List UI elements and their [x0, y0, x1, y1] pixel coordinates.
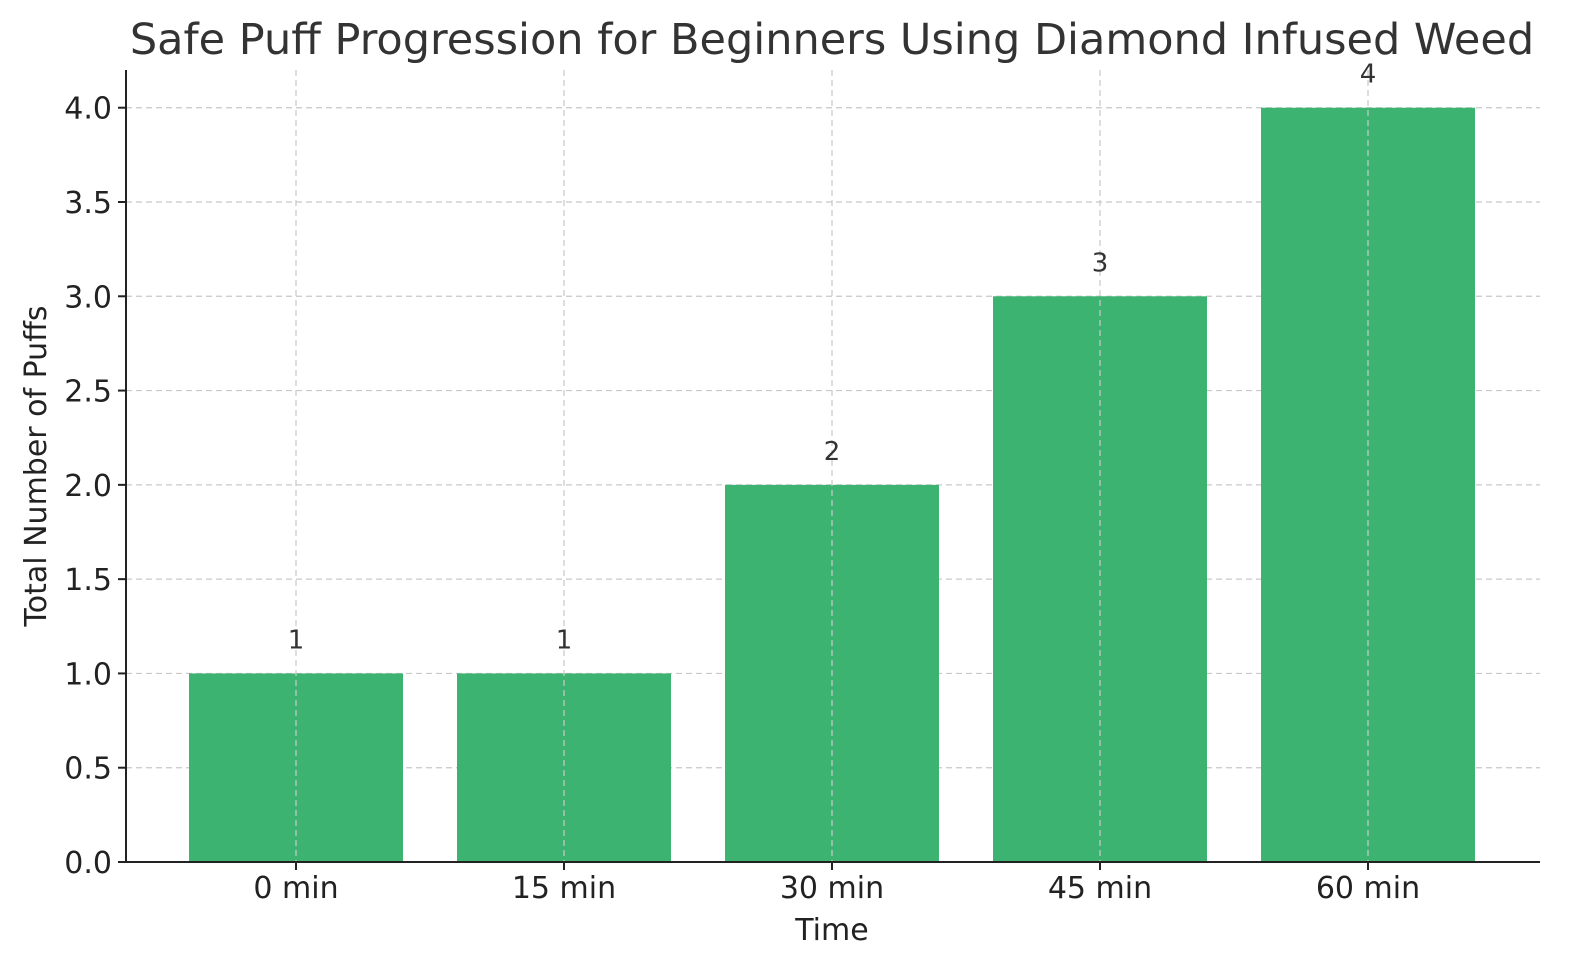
x-tick-label: 45 min [1048, 871, 1152, 906]
y-tick-label: 1.5 [64, 563, 112, 598]
data-label: 3 [1092, 248, 1109, 278]
x-tick-label: 30 min [780, 871, 884, 906]
data-label: 1 [556, 625, 573, 655]
data-label: 4 [1360, 60, 1377, 90]
y-tick-label: 4.0 [64, 92, 112, 127]
y-tick-label: 0.0 [64, 846, 112, 881]
x-tick-label: 15 min [512, 871, 616, 906]
y-tick-label: 2.5 [64, 375, 112, 410]
x-axis-label: Time [794, 913, 868, 948]
x-tick-label: 0 min [253, 871, 338, 906]
data-label-layer: 1 1 2 3 4 [288, 60, 1377, 656]
chart-title: Safe Puff Progression for Beginners Usin… [130, 15, 1534, 65]
data-label: 2 [824, 437, 841, 467]
data-label: 1 [288, 625, 305, 655]
x-grid-layer [295, 70, 1369, 862]
y-tick-label: 0.5 [64, 752, 112, 787]
y-tick-label: 2.0 [64, 469, 112, 504]
y-tick-label: 3.0 [64, 280, 112, 315]
x-tick-label: 60 min [1316, 871, 1420, 906]
y-tick-label: 1.0 [64, 657, 112, 692]
axis-layer: 0.0 0.5 1.0 1.5 2.0 2.5 3.0 3.5 4.0 0 min 15 min 30… [64, 70, 1540, 906]
y-axis-label: Total Number of Puffs [19, 306, 54, 628]
y-tick-label: 3.5 [64, 186, 112, 221]
